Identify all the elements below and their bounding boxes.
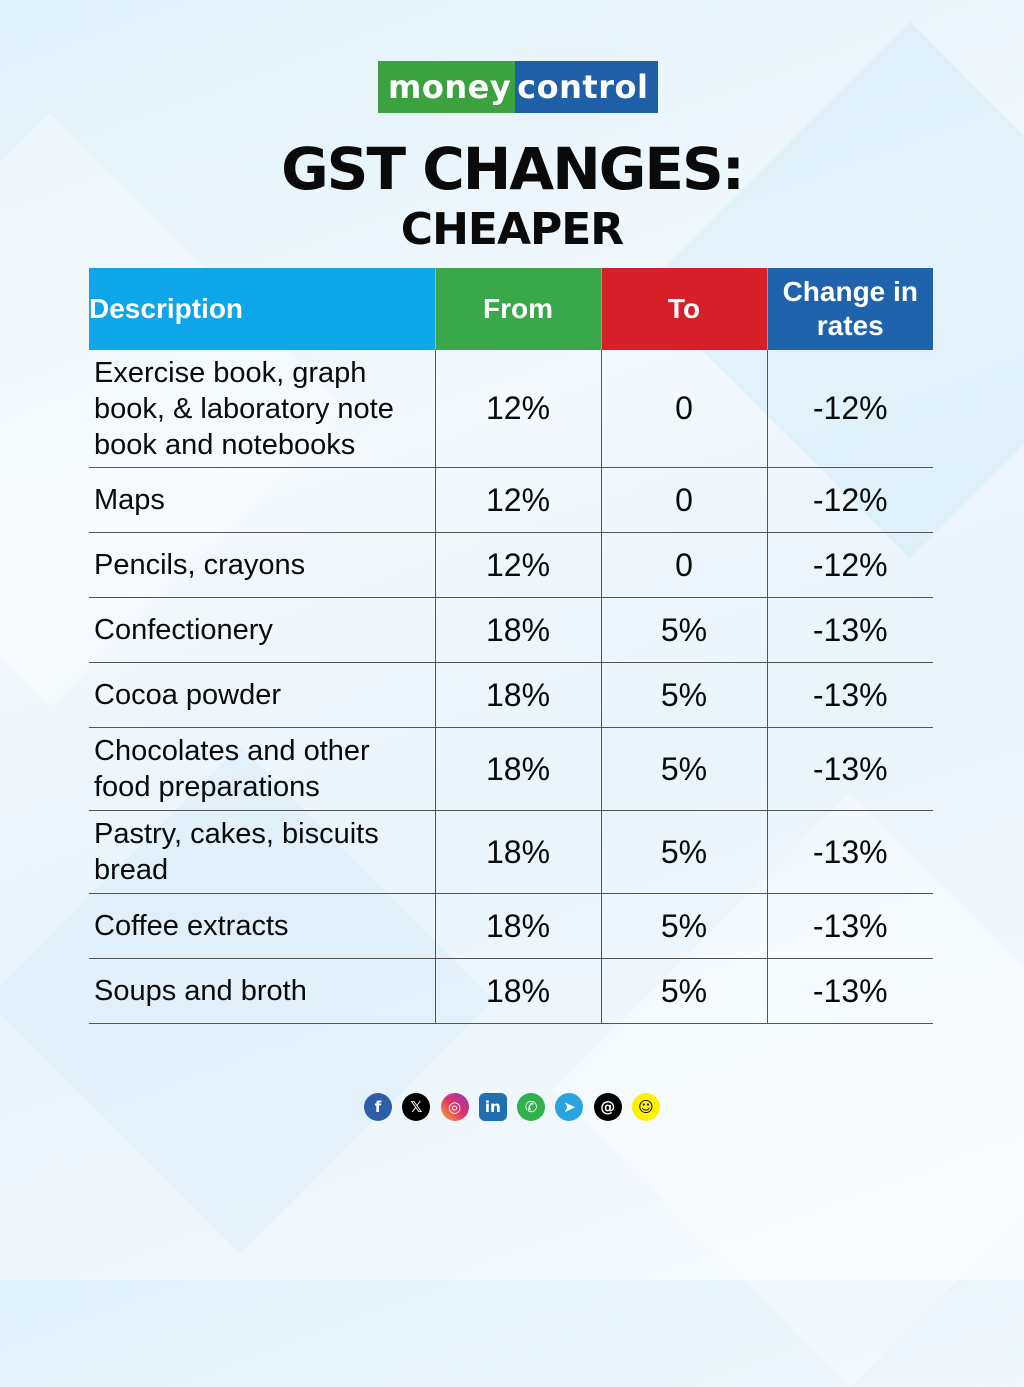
- table-row: Exercise book, graph book, & laboratory …: [89, 350, 933, 468]
- table-row: Pencils, crayons 12% 0 -12%: [89, 532, 933, 598]
- table-header-row: Description From To Change in rates: [89, 268, 933, 350]
- rate-change: -12%: [766, 350, 933, 468]
- header-change-line2: rates: [816, 310, 884, 341]
- rate-change: -12%: [766, 532, 933, 598]
- gst-rates-table: Description From To Change in rates Exer…: [89, 268, 933, 1024]
- table-row: Pastry, cakes, biscuits bread 18% 5% -13…: [89, 810, 933, 894]
- row-description: Maps: [89, 467, 435, 533]
- header-description: Description: [89, 268, 435, 350]
- description-line: book and notebooks: [94, 428, 356, 461]
- rate-change: -13%: [766, 727, 933, 811]
- description-line: Pastry, cakes, biscuits: [94, 818, 379, 850]
- table-row: Confectionery 18% 5% -13%: [89, 597, 933, 663]
- header-change-line1: Change in: [782, 276, 918, 307]
- to-rate: 5%: [600, 727, 767, 811]
- rate-change: -13%: [766, 893, 933, 959]
- table-row: Maps 12% 0 -12%: [89, 467, 933, 533]
- rate-change: -13%: [766, 662, 933, 728]
- rate-change: -12%: [766, 467, 933, 533]
- instagram-icon[interactable]: ◎: [440, 1093, 469, 1121]
- from-rate: 12%: [434, 467, 601, 533]
- from-rate: 12%: [434, 350, 601, 468]
- header-change-in-rates: Change in rates: [766, 268, 933, 350]
- to-rate: 5%: [600, 893, 767, 959]
- table-row: Coffee extracts 18% 5% -13%: [89, 893, 933, 959]
- from-rate: 12%: [434, 532, 601, 598]
- from-rate: 18%: [434, 662, 601, 728]
- telegram-icon[interactable]: ➤: [555, 1093, 584, 1121]
- description-line: Exercise book, graph: [94, 356, 367, 389]
- table-row: Cocoa powder 18% 5% -13%: [89, 662, 933, 728]
- row-description: Pencils, crayons: [89, 532, 435, 598]
- description-line: food preparations: [94, 771, 320, 803]
- row-description: Pastry, cakes, biscuits bread: [89, 810, 435, 894]
- to-rate: 5%: [600, 810, 767, 894]
- whatsapp-icon[interactable]: ✆: [517, 1093, 546, 1121]
- to-rate: 0: [600, 532, 767, 598]
- row-description: Confectionery: [89, 597, 435, 663]
- description-line: book, & laboratory note: [94, 392, 394, 425]
- facebook-icon[interactable]: f: [364, 1093, 392, 1121]
- to-rate: 5%: [600, 958, 767, 1024]
- rate-change: -13%: [766, 810, 933, 894]
- rate-change: -13%: [766, 597, 933, 663]
- threads-icon[interactable]: @: [593, 1093, 622, 1121]
- table-row: Soups and broth 18% 5% -13%: [89, 958, 933, 1024]
- table-row: Chocolates and other food preparations 1…: [89, 727, 933, 811]
- to-rate: 5%: [600, 662, 767, 728]
- logo-part-money: money: [378, 61, 516, 113]
- description-line: bread: [94, 854, 169, 886]
- to-rate: 5%: [600, 597, 767, 663]
- from-rate: 18%: [434, 958, 601, 1024]
- moneycontrol-logo: money control: [378, 61, 659, 113]
- description-line: Chocolates and other: [94, 735, 370, 767]
- to-rate: 0: [600, 467, 767, 533]
- to-rate: 0: [600, 350, 767, 468]
- row-description: Cocoa powder: [89, 662, 435, 728]
- logo-part-control: control: [515, 61, 659, 113]
- header-to: To: [600, 268, 767, 350]
- from-rate: 18%: [434, 727, 601, 811]
- from-rate: 18%: [434, 597, 601, 663]
- row-description: Coffee extracts: [89, 893, 435, 959]
- page-subtitle: CHEAPER: [400, 204, 624, 255]
- x-icon[interactable]: 𝕏: [402, 1093, 431, 1121]
- linkedin-icon[interactable]: in: [478, 1093, 507, 1121]
- rate-change: -13%: [766, 958, 933, 1024]
- header-from: From: [434, 268, 601, 350]
- page-title: GST CHANGES:: [281, 135, 745, 203]
- from-rate: 18%: [434, 893, 601, 959]
- row-description: Soups and broth: [89, 958, 435, 1024]
- social-icons-bar: f 𝕏 ◎ in ✆ ➤ @ ☺: [364, 1091, 660, 1123]
- snapchat-icon[interactable]: ☺: [631, 1093, 660, 1121]
- row-description: Chocolates and other food preparations: [89, 727, 435, 811]
- from-rate: 18%: [434, 810, 601, 894]
- row-description: Exercise book, graph book, & laboratory …: [89, 350, 435, 468]
